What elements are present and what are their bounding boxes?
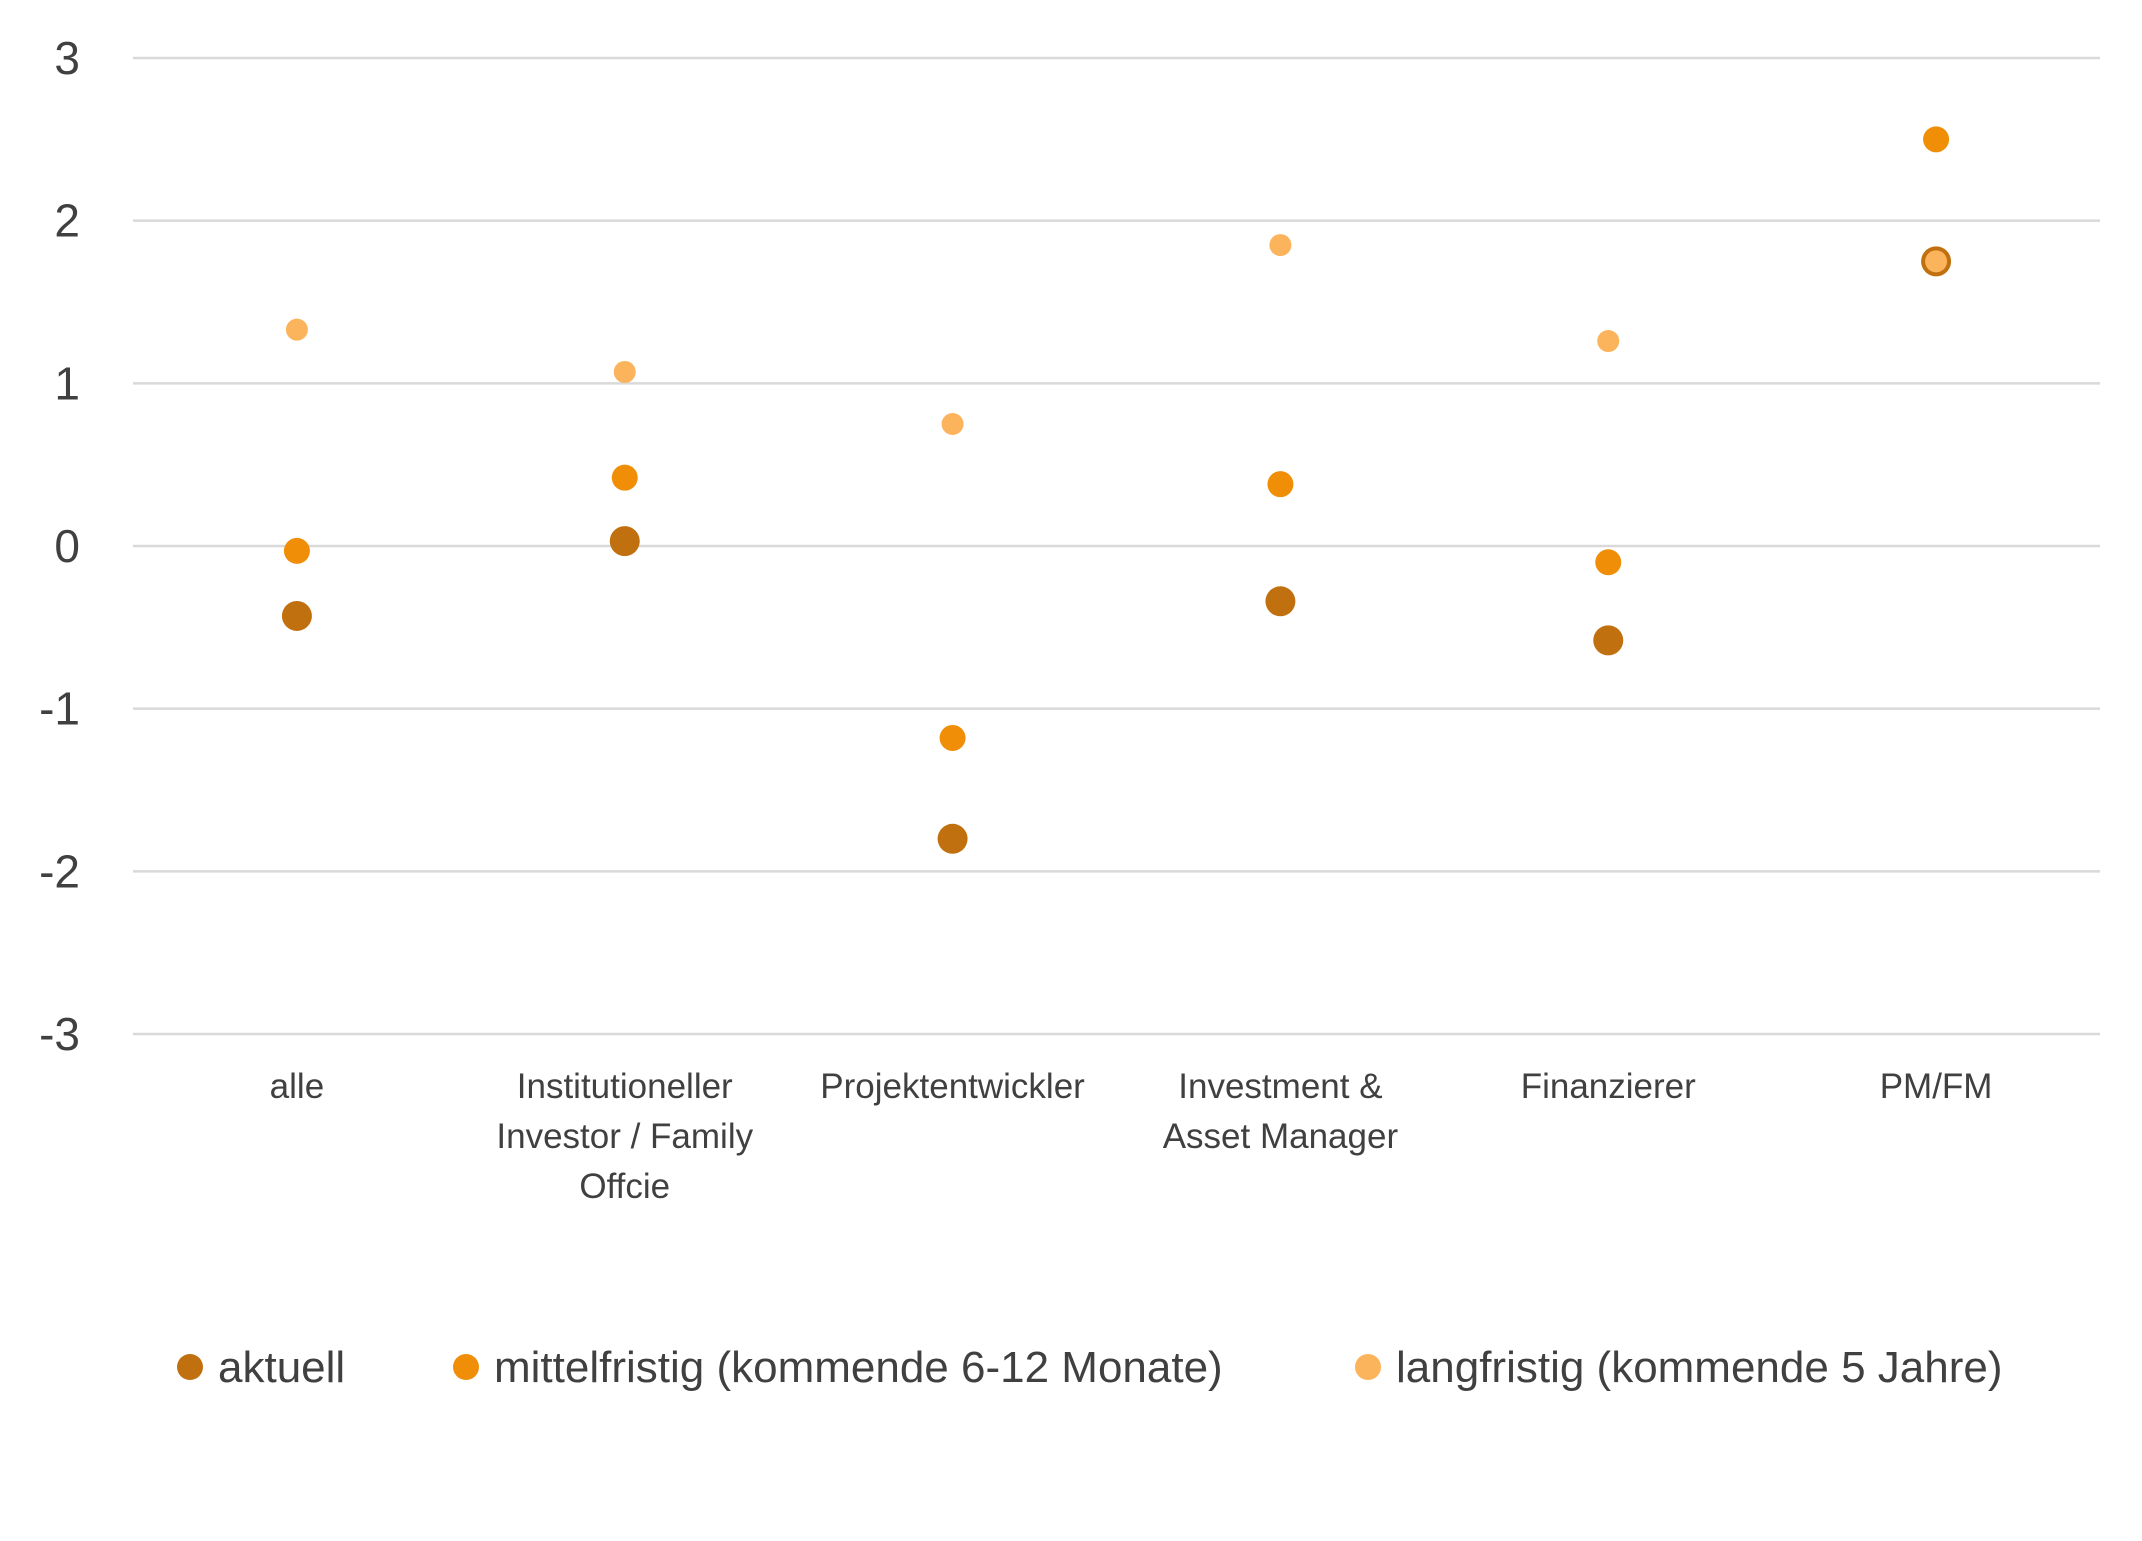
- data-point: [941, 413, 964, 435]
- legend-marker: [177, 1354, 203, 1380]
- y-tick-label: 1: [54, 357, 80, 409]
- legend-marker: [453, 1354, 479, 1380]
- x-category-label-line: Institutioneller: [517, 1067, 733, 1106]
- legend: aktuell mittelfristig (kommende 6-12 Mona…: [177, 1343, 2002, 1392]
- legend-label: aktuell: [218, 1343, 345, 1392]
- x-category-label: Investment & Asset Manager: [1163, 1067, 1399, 1156]
- y-tick-label: -3: [39, 1008, 80, 1060]
- x-category-label: PM/FM: [1880, 1067, 1993, 1106]
- gridlines: [133, 56, 2100, 1036]
- x-category-label-line: Finanzierer: [1521, 1067, 1696, 1106]
- data-point: [283, 537, 310, 564]
- x-category-label: Institutioneller Investor / Family Offcie: [496, 1067, 753, 1206]
- y-tick-label: -1: [39, 683, 80, 735]
- legend-marker: [1355, 1354, 1381, 1380]
- x-category-label-line: PM/FM: [1880, 1067, 1993, 1106]
- data-points: [281, 126, 1952, 854]
- x-category-label-line: Investor / Family: [496, 1117, 753, 1156]
- x-category-label-line: alle: [270, 1067, 324, 1106]
- series-0: [281, 246, 1952, 854]
- y-tick-label: 0: [54, 520, 80, 572]
- data-point: [1925, 250, 1948, 273]
- y-axis-ticks: 3 2 1 0 -1 -2 -3: [39, 32, 80, 1060]
- data-point: [1597, 330, 1620, 353]
- data-point: [613, 360, 636, 383]
- x-category-label-line: Offcie: [579, 1167, 670, 1206]
- data-point: [281, 600, 312, 631]
- legend-item: aktuell: [177, 1343, 345, 1392]
- x-category-label-line: Projektentwickler: [820, 1067, 1085, 1106]
- y-tick-label: -2: [39, 845, 80, 897]
- legend-label: langfristig (kommende 5 Jahre): [1396, 1343, 2002, 1392]
- data-point: [285, 318, 308, 341]
- x-axis-categories: alle Institutioneller Investor / Family Off…: [270, 1067, 1993, 1206]
- y-tick-label: 2: [54, 195, 80, 247]
- data-point: [939, 724, 966, 751]
- data-point: [1595, 549, 1622, 576]
- series-1: [283, 126, 1950, 751]
- x-category-label: Finanzierer: [1521, 1067, 1696, 1106]
- x-category-label: Projektentwickler: [820, 1067, 1085, 1106]
- x-category-label: alle: [270, 1067, 324, 1106]
- data-point: [1269, 234, 1292, 257]
- data-point: [1265, 586, 1296, 617]
- legend-label: mittelfristig (kommende 6-12 Monate): [494, 1343, 1223, 1392]
- series-2: [285, 234, 1948, 435]
- y-tick-label: 3: [54, 32, 80, 84]
- data-point: [609, 526, 640, 557]
- legend-item: mittelfristig (kommende 6-12 Monate): [453, 1343, 1223, 1392]
- data-point: [611, 464, 638, 491]
- data-point: [937, 823, 968, 854]
- legend-item: langfristig (kommende 5 Jahre): [1355, 1343, 2002, 1392]
- data-point: [1593, 625, 1624, 656]
- data-point: [1267, 471, 1294, 498]
- data-point: [1923, 126, 1950, 153]
- x-category-label-line: Asset Manager: [1163, 1117, 1399, 1156]
- x-category-label-line: Investment &: [1178, 1067, 1382, 1106]
